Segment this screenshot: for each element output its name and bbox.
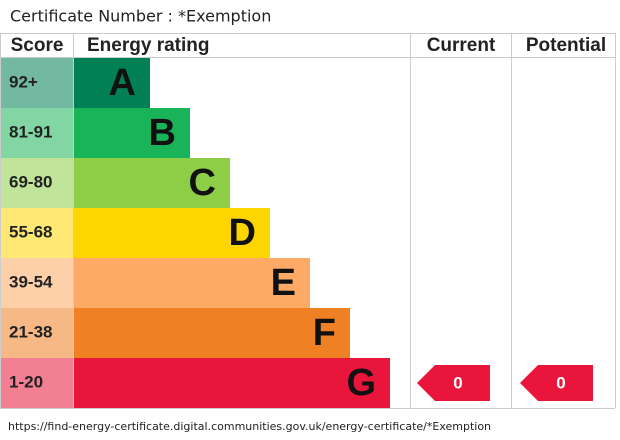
rating-indicator (417, 365, 490, 401)
score-label: 1-20 (9, 372, 43, 391)
rating-bar (73, 358, 390, 408)
score-label: 21-38 (9, 322, 52, 341)
rating-bar (73, 208, 270, 258)
score-cell (1, 358, 73, 408)
score-cell (1, 58, 73, 108)
indicator-value: 0 (556, 373, 565, 392)
score-label: 92+ (9, 72, 38, 91)
column-header: Score (11, 35, 64, 56)
rating-bar (73, 58, 150, 108)
rating-indicator (520, 365, 593, 401)
indicator-value: 0 (453, 373, 462, 392)
score-cell (1, 258, 73, 308)
score-label: 39-54 (9, 272, 53, 291)
rating-letter: A (109, 62, 136, 104)
column-header: Potential (526, 35, 606, 56)
score-label: 81-91 (9, 122, 52, 141)
score-label: 69-80 (9, 172, 52, 191)
score-cell (1, 208, 73, 258)
rating-letter: G (346, 362, 376, 404)
score-label: 55-68 (9, 222, 52, 241)
rating-letter: C (189, 162, 216, 204)
column-header: Energy rating (87, 35, 209, 56)
rating-bar (73, 258, 310, 308)
rating-letter: D (229, 212, 256, 254)
column-header: Current (427, 35, 496, 56)
score-cell (1, 108, 73, 158)
rating-letter: F (313, 312, 336, 354)
rating-bar (73, 108, 190, 158)
rating-letter: B (149, 112, 176, 154)
rating-bar (73, 308, 350, 358)
rating-letter: E (271, 262, 296, 304)
certificate-number: Certificate Number : *Exemption (10, 7, 271, 26)
rating-bar (73, 158, 230, 208)
score-cell (1, 308, 73, 358)
footer-url: https://find-energy-certificate.digital.… (8, 420, 491, 433)
score-cell (1, 158, 73, 208)
